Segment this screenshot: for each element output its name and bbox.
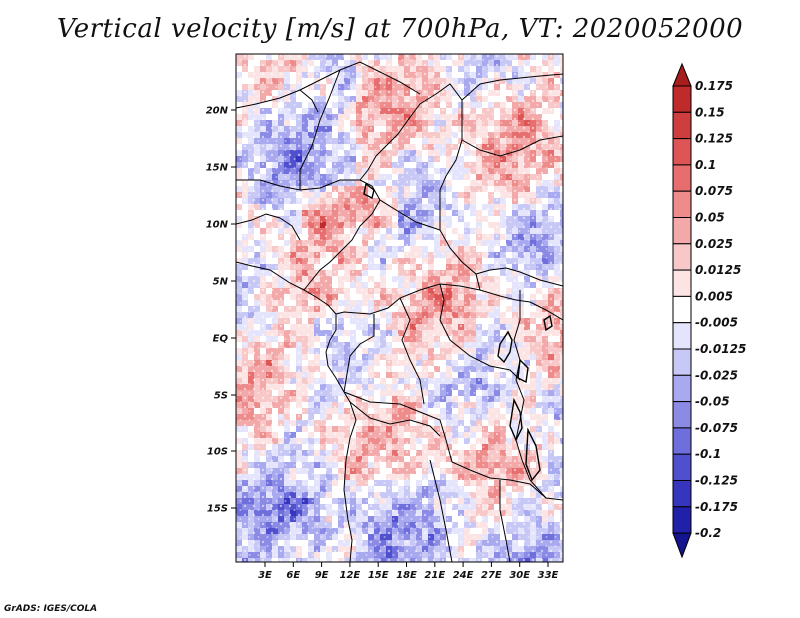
lon-label-24E: 24E (453, 570, 474, 581)
lon-label-27E: 27E (481, 570, 502, 581)
colorbar-label: 0.125 (695, 132, 733, 146)
colorbar-segment (672, 401, 692, 429)
lon-label-6E: 6E (286, 570, 300, 581)
colorbar-label: 0.0125 (695, 263, 741, 277)
colorbar-label: 0.175 (695, 79, 733, 93)
colorbar-segment (672, 427, 692, 455)
lat-label-EQ: EQ (213, 334, 229, 345)
colorbar-bottom-arrow (672, 532, 692, 559)
lat-label-15S: 15S (207, 504, 228, 515)
lat-label-15N: 15N (206, 163, 229, 174)
lat-label-5S: 5S (214, 391, 228, 402)
colorbar-label: -0.1 (695, 447, 721, 461)
colorbar-segment (672, 85, 692, 113)
credit-label: GrADS: IGES/COLA (4, 604, 98, 614)
colorbar-segment (672, 322, 692, 350)
colorbar-segment (672, 164, 692, 192)
colorbar-label: -0.075 (695, 421, 738, 435)
lon-label-18E: 18E (396, 570, 417, 581)
colorbar-top-arrow (672, 62, 692, 87)
colorbar-label: -0.2 (695, 526, 721, 540)
colorbar-segment (672, 374, 692, 403)
map-frame (235, 53, 564, 563)
lon-label-21E: 21E (424, 570, 445, 581)
colorbar-label: 0.15 (695, 105, 725, 119)
longitude-axis: 3E 6E 9E 12E 15E 18E 21E 24E 27E 30E 33E (258, 562, 559, 581)
lon-label-3E: 3E (258, 570, 272, 581)
lat-label-10S: 10S (207, 447, 228, 458)
colorbar-segment (672, 348, 692, 376)
colorbar: 0.175 0.15 0.125 0.1 0.075 0.05 0.025 0.0125 0.0… (672, 62, 746, 559)
lon-label-9E: 9E (315, 570, 329, 581)
colorbar-segment (672, 138, 692, 166)
colorbar-label: -0.025 (695, 368, 738, 382)
colorbar-segment (672, 480, 692, 508)
lat-label-5N: 5N (213, 277, 229, 288)
colorbar-segment (672, 269, 692, 297)
lat-label-20N: 20N (206, 106, 229, 117)
lon-label-15E: 15E (368, 570, 389, 581)
colorbar-segment (672, 453, 692, 482)
colorbar-label: 0.025 (695, 237, 733, 251)
lake-outlines (363, 182, 553, 482)
colorbar-label: -0.005 (695, 316, 738, 330)
colorbar-segment (672, 506, 692, 534)
lat-label-10N: 10N (206, 220, 229, 231)
country-borders (236, 61, 563, 562)
lon-label-33E: 33E (538, 570, 559, 581)
colorbar-label: -0.0125 (695, 342, 746, 356)
colorbar-label: 0.05 (695, 211, 725, 225)
lon-label-30E: 30E (509, 570, 530, 581)
colorbar-label: -0.125 (695, 474, 738, 488)
colorbar-segment (672, 190, 692, 218)
colorbar-segment (672, 217, 692, 245)
colorbar-segment (672, 111, 692, 140)
colorbar-segment (672, 295, 692, 324)
colorbar-segment (672, 243, 692, 271)
map-title: Vertical velocity [m/s] at 700hPa, VT: 2… (56, 14, 744, 44)
colorbar-label: 0.075 (695, 184, 733, 198)
colorbar-label: 0.1 (695, 158, 716, 172)
latitude-axis: 20N 15N 10N 5N EQ 5S 10S 15S (206, 106, 236, 515)
colorbar-label: 0.005 (695, 289, 733, 303)
colorbar-label: -0.175 (695, 500, 738, 514)
lon-label-12E: 12E (340, 570, 361, 581)
colorbar-label: -0.05 (695, 395, 730, 409)
